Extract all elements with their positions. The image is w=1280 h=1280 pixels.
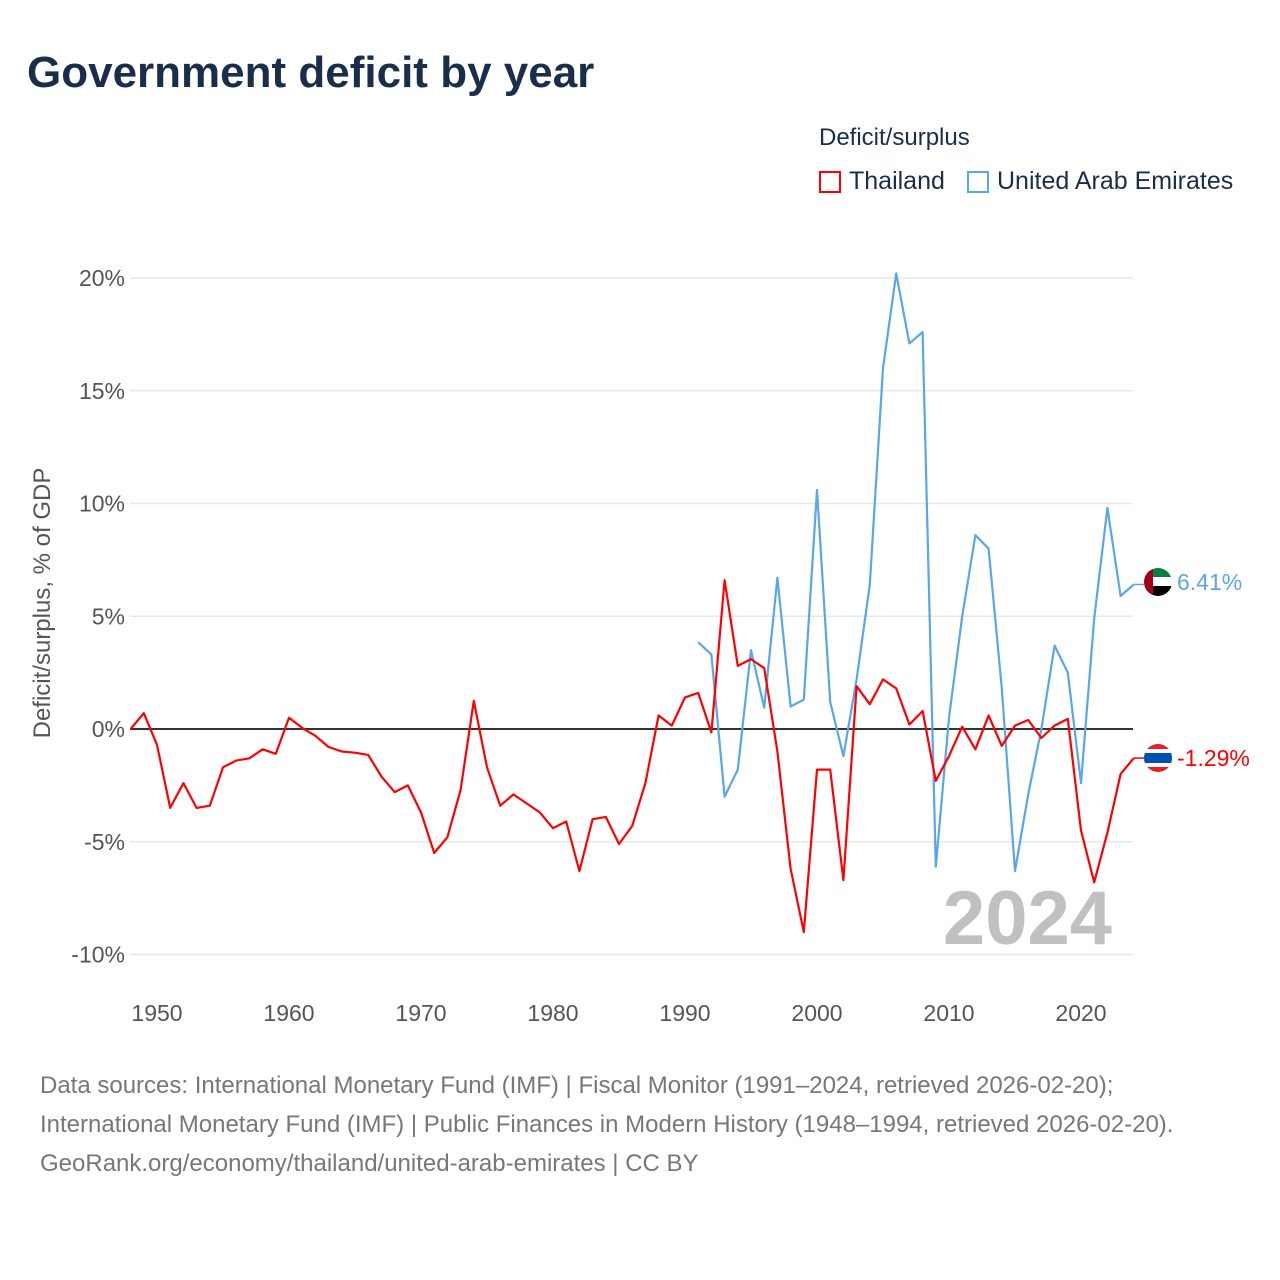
thailand-end-label: -1.29% <box>1177 745 1250 771</box>
x-tick-label: 1970 <box>395 1000 446 1026</box>
legend-label: Thailand <box>849 167 945 195</box>
legend-item-thailand[interactable]: Thailand <box>819 167 945 196</box>
y-tick-label: 20% <box>79 265 125 291</box>
x-tick-label: 2010 <box>923 1000 974 1026</box>
x-tick-label: 1990 <box>659 1000 710 1026</box>
legend-swatch <box>967 170 989 193</box>
legend-swatch <box>819 170 841 193</box>
legend-title: Deficit/surplus <box>819 124 970 151</box>
y-tick-label: -10% <box>71 942 125 968</box>
y-axis-label: Deficit/surplus, % of GDP <box>29 468 56 739</box>
y-tick-label: 5% <box>92 603 125 629</box>
thailand-flag-icon <box>1144 744 1172 772</box>
data-sources: Data sources: International Monetary Fun… <box>40 1072 1174 1138</box>
legend-label: United Arab Emirates <box>997 167 1234 195</box>
credit-link[interactable]: GeoRank.org/economy/thailand/united-arab… <box>40 1150 699 1177</box>
legend-item-uae[interactable]: United Arab Emirates <box>967 167 1233 196</box>
footer: Data sources: International Monetary Fun… <box>40 1066 1240 1183</box>
series-line-thailand <box>129 579 1135 934</box>
y-tick-label: 10% <box>79 491 125 517</box>
x-tick-label: 1950 <box>131 1000 182 1026</box>
y-tick-label: 0% <box>92 716 125 742</box>
x-tick-label: 2000 <box>791 1000 842 1026</box>
chart-title: Government deficit by year <box>27 48 595 97</box>
y-tick-label: -5% <box>84 829 125 855</box>
year-watermark: 2024 <box>943 876 1112 961</box>
y-tick-label: 15% <box>79 378 125 404</box>
line-chart: 20% 15% 10% 5% 0% -5% -10% 1950 1960 1970 1980 1990… <box>29 265 1250 1026</box>
uae-end-label: 6.41% <box>1177 569 1242 595</box>
uae-flag-icon <box>1144 568 1172 596</box>
x-tick-label: 2020 <box>1055 1000 1106 1026</box>
x-tick-label: 1980 <box>527 1000 578 1026</box>
series-line-united-arab-emirates <box>697 272 1135 873</box>
x-tick-label: 1960 <box>263 1000 314 1026</box>
